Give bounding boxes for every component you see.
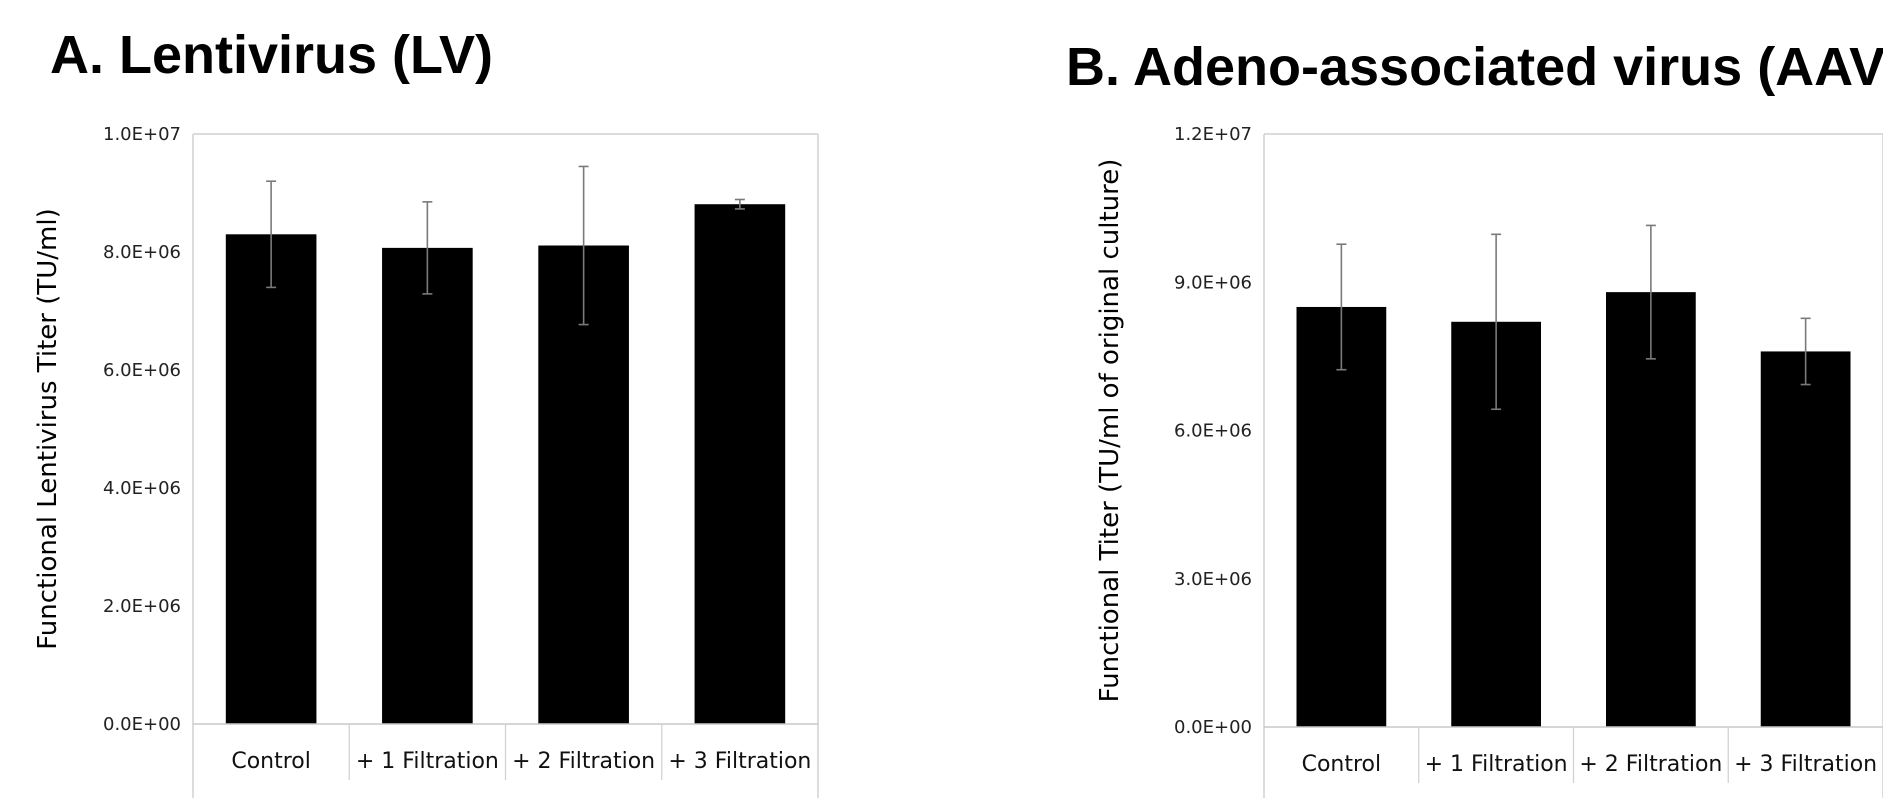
chart-a-category-label: Control <box>231 749 311 774</box>
chart-b-bar <box>1605 292 1696 727</box>
chart-b-category-label: Control <box>1302 752 1382 777</box>
chart-a-y-axis-title: Functional Lentivirus Titer (TU/ml) <box>33 208 63 649</box>
chart-a-category-label: + 2 Filtration <box>512 749 655 774</box>
chart-b-ytick-label: 3.0E+06 <box>1174 569 1252 590</box>
chart-a-bar <box>382 247 473 724</box>
chart-b-bar <box>1296 306 1387 727</box>
chart-a-bar <box>225 234 317 725</box>
chart-b-category-label: + 2 Filtration <box>1579 752 1722 777</box>
panel-b-title: B. Adeno-associated virus (AAV <box>1066 37 1883 97</box>
chart-a-ytick-label: 0.0E+00 <box>103 714 181 735</box>
chart-a-ytick-label: 6.0E+06 <box>103 360 181 381</box>
chart-b-ytick-label: 6.0E+06 <box>1174 421 1252 442</box>
chart-b-ytick-label: 9.0E+06 <box>1174 272 1252 293</box>
chart-a-category-label: + 1 Filtration <box>356 749 499 774</box>
chart-b-category-label: + 1 Filtration <box>1425 752 1568 777</box>
chart-b-ytick-label: 1.2E+07 <box>1174 124 1252 145</box>
chart-a-ytick-label: 8.0E+06 <box>103 242 181 263</box>
chart-b-ytick-label: 0.0E+00 <box>1174 717 1252 738</box>
chart-a-ytick-label: 4.0E+06 <box>103 478 181 499</box>
chart-a-category-label: + 3 Filtration <box>668 749 811 774</box>
chart-a-ytick-label: 1.0E+07 <box>103 124 181 145</box>
chart-a-bar <box>694 204 786 724</box>
chart-b-y-axis-title: Functional Titer (TU/ml of original cult… <box>1095 159 1125 703</box>
chart-a-ytick-label: 2.0E+06 <box>103 596 181 617</box>
chart-b-category-label: + 3 Filtration <box>1734 752 1877 777</box>
panel-a-title: A. Lentivirus (LV) <box>50 25 494 85</box>
chart-b-bar <box>1760 351 1851 727</box>
